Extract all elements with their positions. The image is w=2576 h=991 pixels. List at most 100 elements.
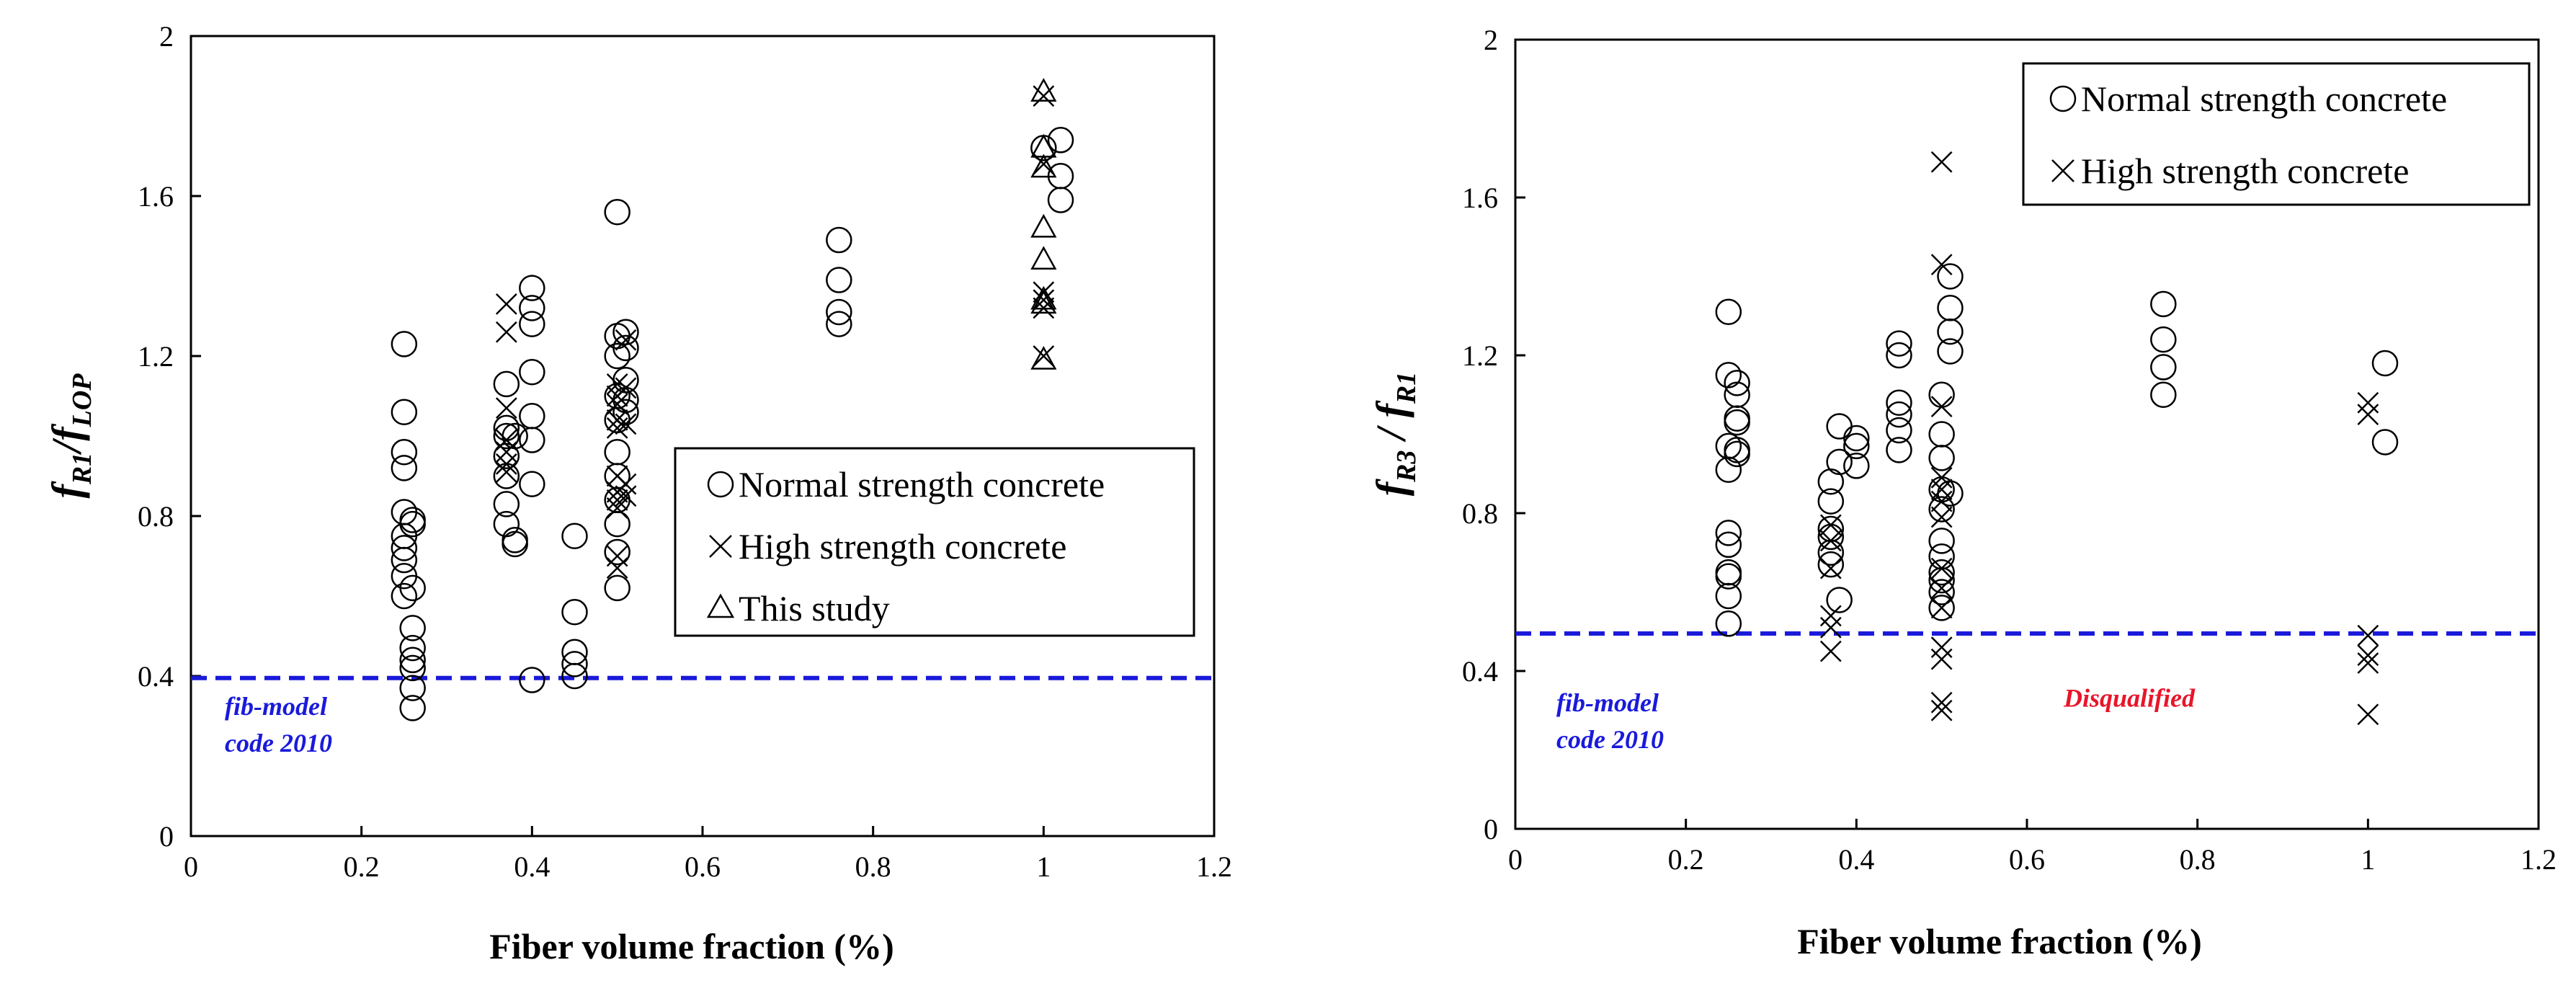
tick-marks — [1514, 38, 2540, 830]
data-point-normal-strength — [1715, 362, 1742, 388]
data-point-high-strength — [495, 321, 517, 343]
data-point-this-study — [1030, 154, 1057, 178]
data-point-this-study — [1030, 285, 1057, 310]
data-point-high-strength — [2357, 703, 2379, 726]
legend-circle-marker — [2049, 85, 2077, 112]
data-point-high-strength — [495, 441, 517, 463]
data-point-this-study — [1030, 213, 1057, 238]
data-point-normal-strength — [1826, 448, 1853, 476]
right-chart: 0 0.4 0.8 1.2 1.6 2 0 0.2 0.4 0.6 0.8 1 1.2 fib-mod… — [1368, 24, 2557, 961]
data-point-normal-strength — [493, 491, 520, 517]
data-point-normal-strength — [519, 275, 545, 301]
data-point-high-strength — [1819, 530, 1842, 552]
data-point-high-strength — [615, 377, 637, 399]
x-tick-label: 1.2 — [2521, 843, 2557, 876]
y-tick-labels: 0 0.4 0.8 1.2 1.6 2 — [138, 20, 174, 853]
data-point-high-strength — [606, 545, 628, 567]
data-point-high-strength — [606, 557, 628, 579]
data-point-normal-strength — [1886, 342, 1912, 369]
x-axis-label: Fiber volume fraction (%) — [1797, 921, 2201, 961]
x-tick-label: 0.2 — [344, 850, 380, 883]
y-axis-label: fR1/fLOP — [43, 373, 97, 499]
data-point-high-strength — [615, 329, 637, 351]
data-point-normal-strength — [1928, 559, 1955, 586]
data-point-normal-strength — [604, 574, 630, 602]
data-point-normal-strength — [1886, 401, 1912, 428]
reference-line-label-line-1: fib-model — [225, 692, 327, 721]
data-point-normal-strength — [1886, 330, 1912, 357]
data-point-normal-strength — [1843, 453, 1870, 479]
data-points — [391, 78, 1074, 721]
data-point-high-strength — [2357, 644, 2379, 666]
data-point-normal-strength — [399, 507, 426, 533]
data-point-high-strength — [1819, 605, 1842, 627]
data-point-normal-strength — [1817, 488, 1845, 515]
data-point-high-strength — [1819, 557, 1842, 579]
y-label-sub-2: R1 — [1391, 372, 1422, 404]
data-point-high-strength — [1033, 85, 1055, 107]
data-point-high-strength — [1930, 506, 1953, 528]
y-tick-label: 0 — [1484, 813, 1498, 845]
y-label-sub-1: R3 — [1391, 450, 1422, 483]
y-tick-label: 1.6 — [138, 180, 174, 213]
data-point-normal-strength — [519, 311, 545, 337]
data-point-high-strength — [1930, 479, 1953, 501]
data-point-high-strength — [495, 429, 517, 451]
data-point-this-study — [1030, 290, 1057, 314]
data-point-normal-strength — [604, 342, 630, 370]
data-point-high-strength — [1930, 648, 1953, 670]
x-tick-labels: 0 0.2 0.4 0.6 0.8 1 1.2 — [184, 850, 1232, 883]
data-point-high-strength — [495, 293, 517, 315]
x-tick-label: 0.8 — [2180, 843, 2216, 876]
data-point-normal-strength — [399, 675, 426, 701]
legend-label-this-study: This study — [739, 588, 890, 628]
data-point-normal-strength — [1826, 587, 1853, 613]
data-point-high-strength — [2357, 624, 2379, 646]
data-point-normal-strength — [1886, 389, 1912, 416]
tick-marks — [190, 35, 1216, 837]
data-point-normal-strength — [2371, 429, 2399, 455]
data-point-normal-strength — [1928, 528, 1955, 554]
data-point-normal-strength — [519, 667, 545, 693]
data-point-normal-strength — [612, 319, 639, 345]
data-point-normal-strength — [1843, 432, 1870, 460]
data-point-normal-strength — [604, 538, 630, 566]
data-point-normal-strength — [2150, 326, 2177, 353]
data-point-normal-strength — [826, 267, 852, 293]
data-point-high-strength — [1819, 514, 1842, 536]
data-point-high-strength — [2357, 391, 2379, 414]
legend-x-marker — [709, 535, 732, 558]
data-point-normal-strength — [493, 422, 520, 450]
data-point-normal-strength — [391, 399, 418, 425]
x-tick-label: 0.4 — [514, 850, 550, 883]
x-tick-labels: 0 0.2 0.4 0.6 0.8 1 1.2 — [1508, 843, 2557, 876]
legend-box — [2022, 62, 2531, 206]
legend-x-marker — [2051, 159, 2074, 182]
data-point-normal-strength — [1886, 437, 1912, 463]
left-chart: 0 0.4 0.8 1.2 1.6 2 0 0.2 0.4 0.6 0.8 1 1.2 fib-mod… — [43, 20, 1232, 966]
x-axis-label: Fiber volume fraction (%) — [489, 926, 893, 966]
data-point-normal-strength — [1886, 417, 1912, 444]
data-point-normal-strength — [1817, 468, 1845, 495]
legend-triangle-marker — [706, 593, 735, 618]
data-point-normal-strength — [1715, 582, 1742, 610]
x-tick-label: 0 — [1508, 843, 1523, 876]
data-point-this-study — [1030, 345, 1057, 370]
data-point-normal-strength — [399, 574, 426, 602]
data-point-high-strength — [1819, 616, 1842, 639]
disqualified-annotation: Disqualified — [2063, 683, 2196, 712]
y-tick-label: 1.2 — [138, 340, 174, 373]
y-label-sub-2: LOP — [67, 373, 97, 428]
data-point-normal-strength — [399, 646, 426, 674]
data-point-high-strength — [1930, 466, 1953, 489]
data-point-normal-strength — [391, 535, 418, 561]
y-tick-label: 0.8 — [138, 500, 174, 533]
reference-line-label-line-2: code 2010 — [225, 729, 332, 757]
data-point-high-strength — [2357, 404, 2379, 426]
data-point-high-strength — [1930, 490, 1953, 512]
data-point-high-strength — [1033, 289, 1055, 311]
data-point-normal-strength — [1715, 563, 1742, 590]
data-point-normal-strength — [1715, 456, 1742, 484]
data-point-high-strength — [1930, 396, 1953, 418]
data-point-normal-strength — [2150, 381, 2177, 408]
